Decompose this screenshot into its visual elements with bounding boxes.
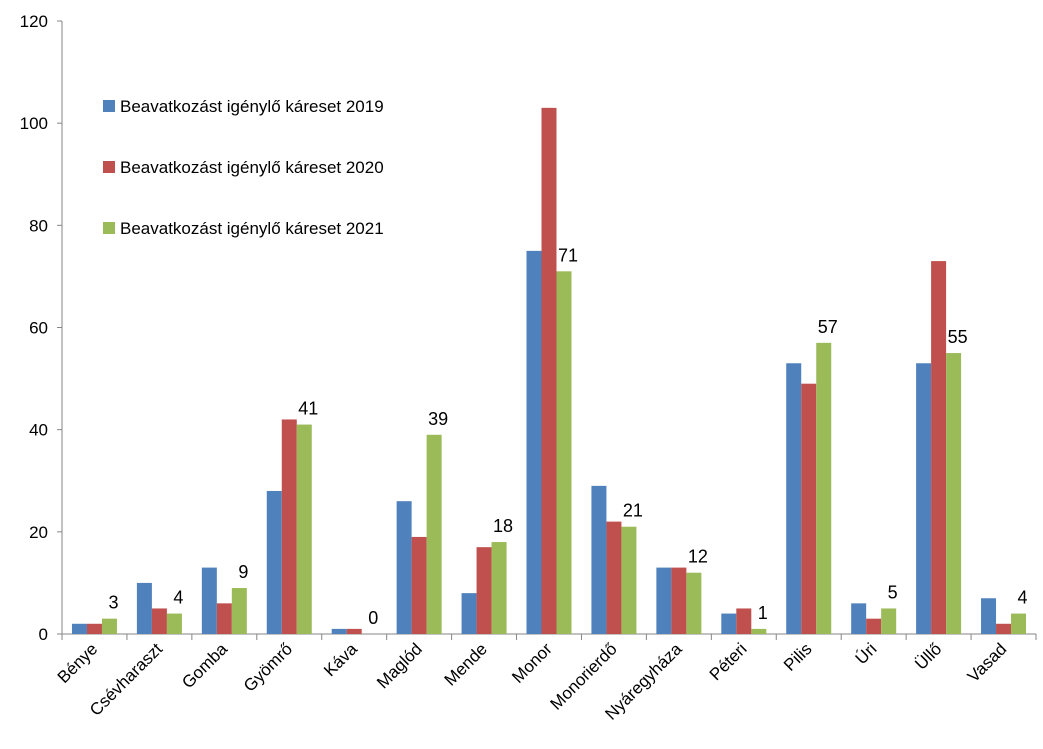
x-tick-label: Bénye [54,639,102,687]
bar-2-2 [151,608,167,634]
bar-1-1 [71,623,87,634]
bar-1-14 [916,363,932,634]
bar-2-3 [216,603,232,634]
data-label: 21 [623,501,643,521]
data-label: 39 [428,409,448,429]
data-label: 57 [818,317,838,337]
data-label: 18 [493,516,513,536]
bar-1-5 [331,628,347,634]
x-tick-label: Üllő [911,639,945,673]
bar-1-8 [526,250,542,634]
x-tick-label: Mende [441,639,491,689]
data-label: 4 [173,588,183,608]
bar-3-15 [1011,613,1027,634]
x-tick-label: Vasad [964,639,1011,686]
bar-1-3 [201,567,217,634]
x-tick-label: Maglód [373,639,426,692]
x-tick-label: Gyömrő [240,639,296,695]
y-tick-label: 80 [29,216,48,235]
legend-label: Beavatkozást igénylő káreset 2021 [120,219,384,238]
bar-3-1 [101,618,117,634]
bar-3-4 [296,424,312,634]
y-tick-label: 20 [29,523,48,542]
bar-2-13 [866,618,882,634]
y-tick-label: 40 [29,421,48,440]
legend-label: Beavatkozást igénylő káreset 2020 [120,158,384,177]
legend-swatch [103,161,115,173]
bar-1-10 [656,567,672,634]
data-label: 9 [238,562,248,582]
y-tick-label: 120 [20,12,48,31]
data-label: 0 [368,608,378,628]
bar-1-4 [266,490,282,634]
bar-2-10 [671,567,687,634]
bar-3-7 [491,542,507,634]
bar-2-15 [996,623,1012,634]
legend-swatch [103,100,115,112]
legend-label: Beavatkozást igénylő káreset 2019 [120,97,384,116]
bar-3-9 [621,526,637,634]
x-tick-label: Monor [508,639,556,687]
y-tick-label: 100 [20,114,48,133]
data-label: 1 [758,603,768,623]
x-tick-label: Úri [852,639,881,668]
x-tick-label: Gomba [178,639,231,692]
x-tick-label: Péteri [706,639,751,684]
data-label: 3 [108,593,118,613]
data-label: 71 [558,245,578,265]
data-label: 5 [888,582,898,602]
bar-3-6 [426,434,442,634]
bar-2-14 [931,261,947,634]
bar-2-12 [801,383,817,634]
bar-3-11 [751,628,767,634]
bar-2-6 [411,536,427,634]
bar-2-5 [346,628,362,634]
data-label: 41 [298,399,318,419]
legend-swatch [103,222,115,234]
bar-2-4 [281,419,297,634]
bar-1-12 [786,363,802,634]
bars [71,107,1027,634]
y-tick-label: 60 [29,319,48,338]
bar-2-11 [736,608,752,634]
bar-3-10 [686,572,702,634]
data-label: 4 [1018,588,1028,608]
bar-1-9 [591,485,607,634]
bar-3-2 [166,613,182,634]
bar-2-7 [476,547,492,634]
bar-3-3 [231,588,247,634]
y-tick-label: 0 [39,625,48,644]
x-tick-label: Káva [320,639,361,680]
bar-3-13 [881,608,897,634]
bar-2-8 [541,107,557,634]
bar-3-8 [556,271,572,634]
bar-1-2 [136,582,152,634]
data-label: 55 [948,327,968,347]
bar-1-15 [981,598,997,634]
bar-1-6 [396,501,412,634]
x-tick-label: Pilis [780,639,815,674]
bar-1-13 [851,603,867,634]
legend: Beavatkozást igénylő káreset 2019 Beavatk… [103,97,384,238]
data-label: 12 [688,547,708,567]
bar-2-9 [606,521,622,634]
bar-1-11 [721,613,737,634]
bar-3-12 [816,342,832,634]
bar-1-7 [461,593,477,634]
bar-2-1 [86,623,102,634]
bar-3-14 [946,353,962,634]
